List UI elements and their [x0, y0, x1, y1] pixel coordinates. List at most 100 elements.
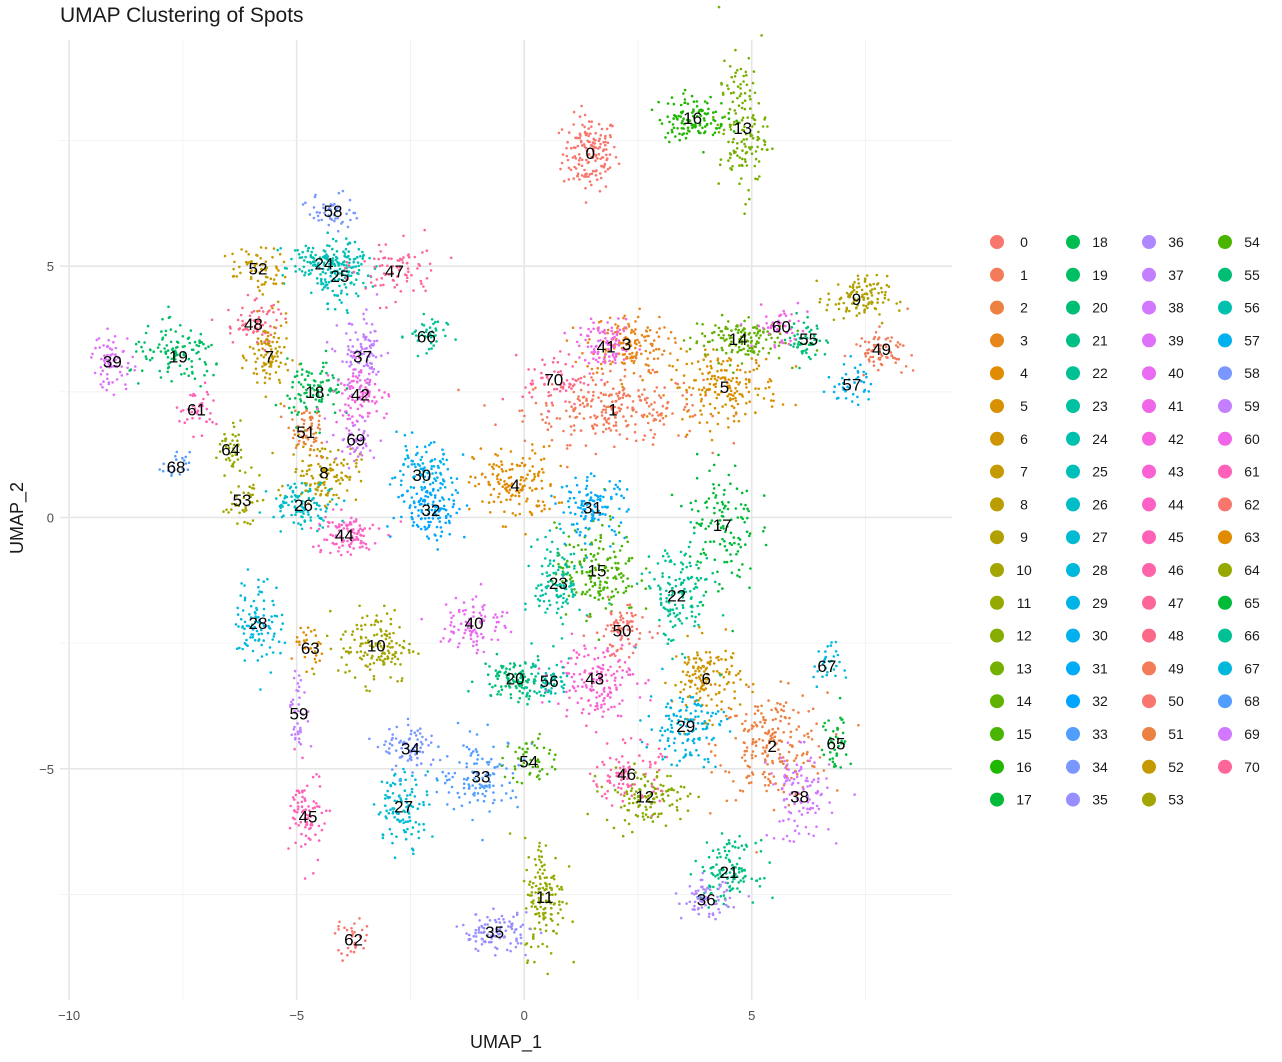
scatter-point — [537, 584, 540, 587]
scatter-point — [671, 625, 675, 629]
scatter-point — [533, 472, 536, 476]
scatter-point — [203, 361, 207, 364]
scatter-point — [525, 911, 528, 914]
scatter-point — [543, 868, 546, 872]
scatter-point — [887, 285, 891, 289]
scatter-point — [872, 282, 875, 286]
scatter-point — [695, 563, 698, 567]
scatter-point — [766, 380, 770, 384]
scatter-point — [761, 772, 765, 776]
scatter-point — [608, 153, 612, 156]
scatter-point — [728, 107, 732, 111]
scatter-point — [532, 881, 535, 885]
scatter-point — [508, 468, 512, 472]
scatter-point — [610, 566, 614, 570]
scatter-point — [449, 514, 452, 518]
scatter-point — [556, 547, 559, 551]
scatter-point — [668, 364, 671, 367]
scatter-point — [340, 656, 344, 659]
scatter-point — [562, 531, 565, 534]
scatter-point — [601, 569, 604, 573]
scatter-point — [548, 882, 551, 886]
scatter-point — [759, 850, 763, 853]
scatter-point — [498, 670, 502, 674]
scatter-point — [348, 478, 351, 481]
scatter-point — [415, 783, 418, 787]
scatter-point — [748, 89, 752, 92]
scatter-point — [756, 393, 760, 397]
scatter-point — [393, 655, 397, 659]
scatter-point — [342, 261, 345, 264]
scatter-point — [692, 741, 696, 745]
scatter-point — [593, 423, 597, 426]
scatter-point — [345, 309, 349, 312]
scatter-point — [387, 747, 391, 750]
scatter-point — [475, 733, 479, 736]
scatter-point — [303, 378, 307, 382]
scatter-point — [766, 732, 769, 736]
scatter-point — [853, 793, 856, 796]
scatter-point — [548, 562, 552, 565]
scatter-point — [695, 676, 698, 680]
scatter-point — [169, 328, 173, 331]
scatter-point — [290, 257, 293, 261]
scatter-point — [443, 486, 447, 489]
scatter-point — [164, 352, 168, 356]
scatter-point — [498, 492, 501, 496]
scatter-point — [750, 753, 754, 757]
scatter-point — [314, 431, 318, 435]
scatter-point — [484, 789, 488, 793]
scatter-point — [615, 492, 618, 496]
scatter-point — [691, 404, 694, 407]
scatter-point — [738, 337, 741, 341]
scatter-point — [251, 649, 255, 653]
scatter-point — [425, 535, 429, 538]
scatter-point — [659, 593, 662, 596]
scatter-point — [262, 580, 266, 583]
scatter-point — [608, 515, 612, 518]
scatter-point — [528, 694, 531, 698]
scatter-point — [739, 545, 742, 549]
scatter-point — [679, 916, 683, 920]
scatter-point — [583, 130, 587, 134]
scatter-point — [544, 906, 547, 910]
scatter-point — [308, 261, 312, 264]
scatter-point — [627, 322, 630, 326]
scatter-point — [340, 289, 343, 293]
scatter-point — [698, 108, 701, 112]
scatter-point — [622, 341, 625, 345]
scatter-point — [568, 573, 572, 577]
scatter-point — [462, 782, 466, 785]
scatter-point — [441, 483, 444, 486]
scatter-point — [504, 670, 508, 673]
scatter-point — [341, 478, 345, 482]
scatter-point — [793, 819, 796, 823]
scatter-point — [279, 351, 283, 355]
scatter-point — [385, 612, 389, 615]
scatter-point — [672, 638, 675, 642]
scatter-point — [383, 633, 387, 636]
scatter-point — [602, 340, 605, 343]
scatter-point — [344, 286, 348, 289]
scatter-point — [739, 67, 743, 71]
scatter-point — [712, 736, 715, 740]
scatter-point — [697, 623, 700, 627]
scatter-point — [635, 351, 639, 354]
scatter-point — [689, 540, 692, 544]
scatter-point — [657, 414, 660, 417]
scatter-point — [308, 487, 312, 491]
scatter-point — [668, 140, 671, 144]
scatter-point — [310, 474, 314, 478]
scatter-point — [357, 268, 361, 272]
scatter-point — [390, 639, 394, 643]
scatter-point — [585, 399, 588, 403]
scatter-point — [762, 746, 765, 749]
scatter-point — [381, 659, 385, 663]
scatter-point — [578, 533, 582, 537]
scatter-point — [693, 413, 697, 417]
scatter-point — [561, 556, 564, 559]
scatter-point — [554, 571, 558, 575]
scatter-point — [682, 132, 686, 135]
scatter-point — [415, 445, 419, 449]
